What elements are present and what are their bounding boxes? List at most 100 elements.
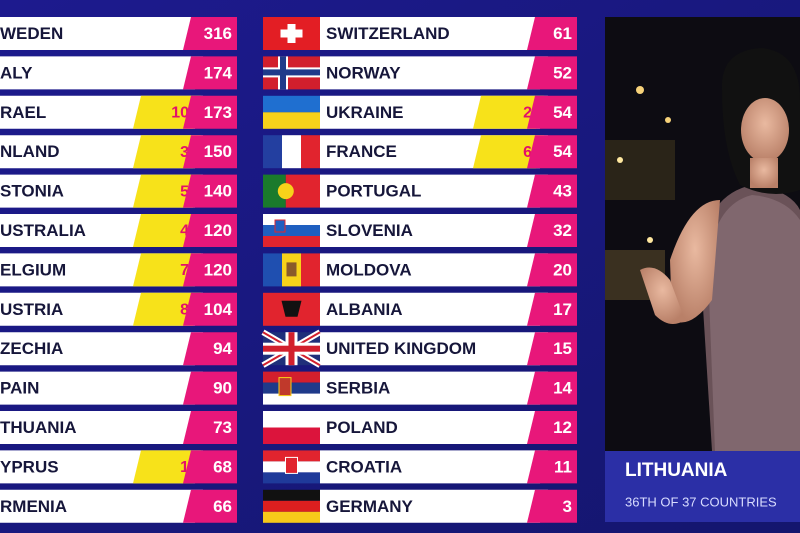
flag-part (263, 112, 320, 129)
flag (263, 56, 320, 90)
flag (263, 253, 320, 287)
points-box (133, 253, 201, 287)
row-bar (0, 17, 203, 50)
points-box (133, 174, 201, 208)
flag-part (263, 472, 320, 484)
score-row: SWITZERLAND 61 (263, 17, 577, 50)
total-score: 173 (204, 103, 232, 122)
country-name: SLOVENIA (326, 221, 413, 240)
total-score: 20 (553, 260, 572, 279)
score-row: POLAND 12 (263, 411, 577, 444)
flag-part (278, 377, 292, 397)
total-score: 54 (553, 142, 572, 161)
score-row: NORWAY 52 (263, 56, 577, 90)
flag-part (263, 236, 320, 247)
flag-part (263, 345, 320, 352)
score-row: CROATIA 11 (263, 450, 577, 484)
total-score: 120 (204, 221, 232, 240)
row-bar (320, 371, 548, 405)
country-name: NORWAY (326, 63, 401, 82)
country-name: UNITED KINGDOM (326, 339, 476, 358)
country-name: SERBIA (326, 379, 390, 398)
score-row: ALBANIA 17 (263, 292, 577, 326)
flag (263, 174, 320, 208)
total-box (527, 17, 577, 50)
total-box (183, 332, 237, 366)
total-box (527, 411, 577, 444)
total-box (527, 56, 577, 90)
total-box (527, 95, 577, 129)
score-row: PORTUGAL 43 (263, 174, 577, 208)
score-row: WEDEN 316 (0, 17, 237, 50)
points-awarded: 8 (180, 302, 189, 319)
row-bar (320, 56, 548, 90)
total-box (183, 17, 237, 50)
total-score: 3 (563, 497, 572, 516)
row-bar (320, 17, 548, 50)
total-score: 150 (204, 142, 232, 161)
total-box (183, 371, 237, 405)
points-box (133, 95, 201, 129)
score-row: PAIN 90 (0, 371, 237, 405)
total-score: 43 (553, 182, 572, 201)
flag-part (301, 253, 320, 287)
flag (263, 292, 320, 326)
total-box (183, 411, 237, 444)
points-awarded: 1 (180, 459, 189, 476)
score-row: USTRIA 8 104 (0, 292, 237, 326)
total-box (527, 332, 577, 366)
country-name: SWITZERLAND (326, 24, 450, 43)
points-awarded: 2 (523, 105, 532, 122)
flag-part (285, 456, 298, 474)
flag (263, 450, 320, 484)
country-name: GERMANY (326, 497, 414, 516)
flag-part (263, 214, 320, 225)
country-name: ELGIUM (0, 260, 66, 279)
total-score: 52 (553, 63, 572, 82)
total-score: 90 (213, 379, 232, 398)
total-box (183, 214, 237, 247)
flag-part (263, 95, 320, 113)
flag (263, 371, 320, 405)
total-score: 14 (553, 379, 572, 398)
total-box (527, 214, 577, 247)
flag-part (263, 69, 320, 76)
flag-part (280, 29, 303, 38)
total-score: 73 (213, 418, 232, 437)
total-box (183, 56, 237, 90)
points-box (133, 292, 201, 326)
row-bar (0, 332, 203, 366)
flag-part (263, 174, 286, 208)
flag (263, 17, 320, 50)
score-row: RAEL 10 173 (0, 95, 237, 129)
total-box (527, 253, 577, 287)
flag-part (263, 450, 320, 462)
total-box (183, 95, 237, 129)
row-bar (320, 214, 548, 247)
country-name: MOLDOVA (326, 260, 412, 279)
total-box (183, 253, 237, 287)
score-row: RMENIA 66 (0, 489, 237, 523)
country-name: CROATIA (326, 457, 402, 476)
points-box (473, 135, 544, 169)
flag (263, 135, 320, 169)
flag-part (274, 219, 286, 233)
flag (261, 329, 322, 368)
country-name: USTRALIA (0, 221, 86, 240)
flag-part (263, 500, 320, 512)
score-row: NLAND 3 150 (0, 135, 237, 169)
row-bar (0, 489, 203, 523)
country-name: USTRIA (0, 300, 63, 319)
score-row: USTRALIA 4 120 (0, 214, 237, 247)
country-name: UKRAINE (326, 103, 403, 122)
country-name: PAIN (0, 379, 39, 398)
score-row: ELGIUM 7 120 (0, 253, 237, 287)
total-box (527, 292, 577, 326)
total-score: 17 (553, 300, 572, 319)
flag-part (263, 511, 320, 523)
country-name: WEDEN (0, 24, 63, 43)
total-box (183, 135, 237, 169)
points-awarded: 7 (180, 262, 189, 279)
country-name: YPRUS (0, 457, 59, 476)
